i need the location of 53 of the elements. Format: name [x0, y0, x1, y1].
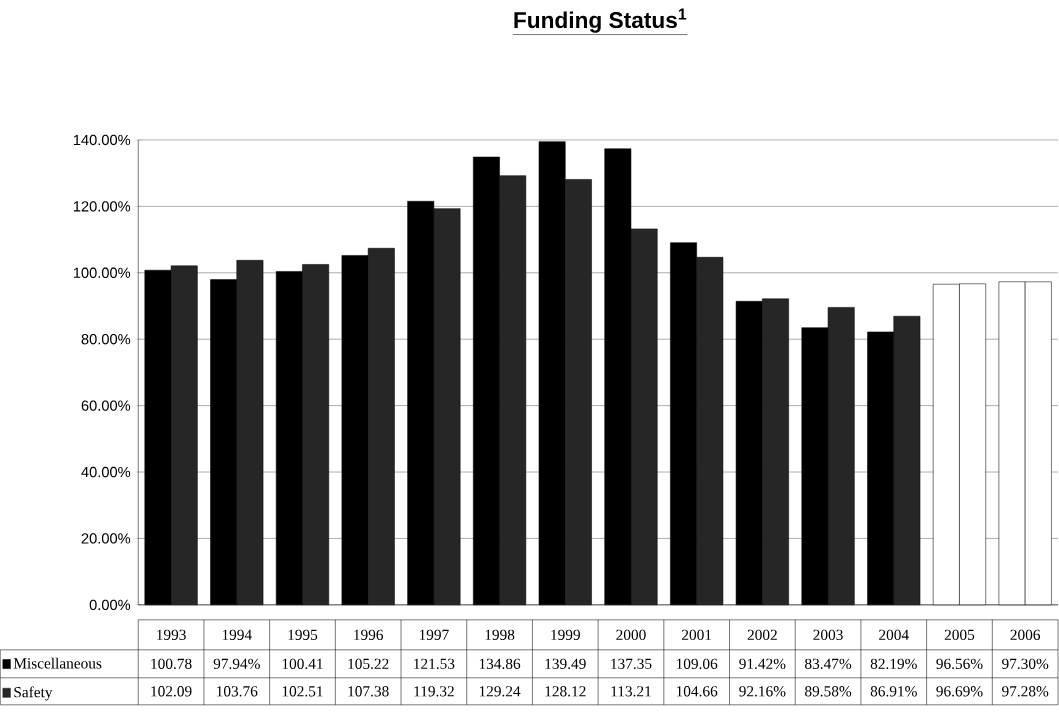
- data-label: 103.76: [217, 686, 258, 697]
- data-label: 107.38: [348, 686, 389, 697]
- data-label: 97.30%: [1002, 658, 1049, 670]
- data-label: 128.12: [545, 686, 586, 697]
- data-label: 119.32: [414, 686, 454, 697]
- x-tick-label: 1996: [354, 629, 384, 641]
- x-tick-label: 2001: [682, 629, 712, 641]
- y-tick-label: 0.00%: [89, 599, 131, 611]
- data-label: 121.53: [414, 658, 455, 670]
- y-tick-label: 120.00%: [73, 201, 131, 212]
- chart-title: Funding Status$^{1}$: [514, 8, 687, 33]
- y-tick-label: 80.00%: [81, 334, 131, 345]
- data-label: 109.06: [676, 658, 718, 670]
- data-label: 100.78: [151, 658, 192, 670]
- x-tick-label: 1994: [222, 629, 252, 641]
- x-tick-label: 1993: [157, 629, 186, 641]
- x-tick-label: 2006: [1010, 629, 1041, 641]
- data-label: 97.28%: [1002, 686, 1049, 697]
- data-label: 83.47%: [805, 658, 852, 670]
- y-tick-label: 20.00%: [81, 533, 131, 544]
- data-label: 102.09: [151, 686, 192, 697]
- y-tick-label: 60.00%: [81, 400, 131, 411]
- x-tick-label: 2004: [879, 629, 909, 641]
- data-label: 139.49: [545, 658, 586, 670]
- x-tick-label: 1995: [288, 629, 318, 641]
- data-label: 96.69%: [936, 686, 983, 697]
- data-label: 82.19%: [870, 658, 917, 670]
- data-label: 113.21: [611, 686, 651, 697]
- x-tick-label: 1998: [485, 629, 515, 641]
- data-label: 89.58%: [805, 686, 852, 697]
- x-tick-label: 2002: [747, 629, 777, 641]
- data-label: 129.24: [479, 686, 521, 697]
- data-label: 105.22: [348, 658, 389, 670]
- legend-label: Miscellaneous: [13, 657, 102, 669]
- y-tick-label: 40.00%: [81, 466, 131, 478]
- y-tick-label: 100.00%: [73, 267, 131, 279]
- x-tick-label: 2000: [616, 629, 646, 641]
- data-label: 91.42%: [739, 658, 786, 670]
- data-label: 134.86: [479, 658, 521, 670]
- data-label: 97.94%: [213, 658, 260, 670]
- x-tick-label: 2005: [944, 629, 975, 641]
- x-tick-label: 2003: [813, 629, 843, 641]
- data-label: 102.51: [282, 686, 323, 697]
- data-label: 92.16%: [739, 686, 786, 697]
- y-tick-label: 140.00%: [73, 134, 131, 146]
- legend-label: Safety: [14, 686, 53, 701]
- x-tick-label: 1997: [419, 629, 449, 641]
- data-label: 100.41: [282, 658, 323, 670]
- x-tick-label: 1999: [551, 629, 580, 641]
- data-label: 137.35: [611, 658, 652, 670]
- data-label: 104.66: [676, 686, 718, 697]
- data-label: 86.91%: [870, 686, 917, 697]
- data-label: 96.56%: [936, 658, 983, 670]
